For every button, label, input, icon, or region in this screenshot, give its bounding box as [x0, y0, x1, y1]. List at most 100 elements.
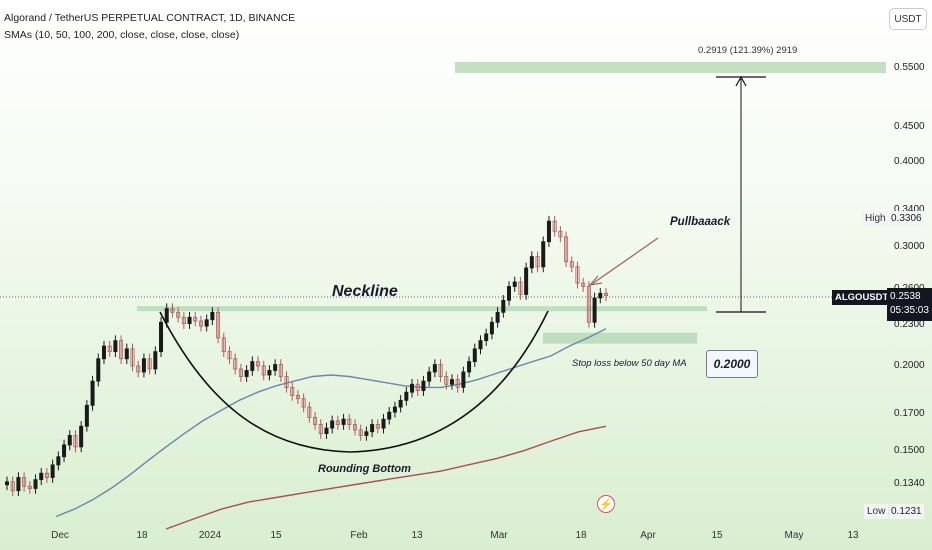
high-label: High	[862, 211, 889, 226]
time-tick-label: 13	[847, 530, 859, 541]
candle	[5, 476, 10, 491]
candle	[364, 426, 369, 441]
candle	[124, 343, 129, 365]
stop-loss-label: Stop loss below 50 day MA	[572, 358, 687, 369]
candle	[250, 356, 255, 376]
candle	[233, 353, 238, 375]
candle	[107, 340, 112, 357]
symbol-badge: ALGOUSDT.P	[832, 290, 900, 305]
candle	[16, 472, 21, 497]
candle	[484, 328, 489, 346]
candle	[387, 406, 392, 425]
time-tick-label: Mar	[490, 530, 508, 541]
candles	[5, 215, 609, 497]
candle	[335, 415, 340, 430]
candle	[489, 317, 494, 340]
candle	[261, 360, 266, 381]
sma200-line	[165, 425, 607, 530]
neckline-zone	[137, 306, 707, 312]
time-tick-label: Dec	[51, 530, 69, 541]
indicator-legend[interactable]: SMAs (10, 50, 100, 200, close, close, cl…	[4, 29, 240, 41]
price-tick-label: 0.2300	[894, 318, 925, 330]
candle	[159, 317, 164, 357]
candle	[90, 375, 95, 411]
candle	[136, 360, 141, 378]
candle	[22, 472, 27, 492]
candle	[301, 393, 306, 413]
candle	[541, 236, 546, 273]
candle	[187, 312, 192, 329]
candle	[221, 332, 226, 357]
candle	[273, 359, 278, 376]
candle	[73, 430, 78, 453]
candle	[455, 374, 460, 393]
currency-button[interactable]: USDT	[889, 8, 927, 30]
candle	[449, 374, 454, 390]
candle	[284, 371, 289, 393]
candle	[27, 480, 32, 494]
time-tick-label: 13	[411, 530, 423, 541]
candle	[176, 307, 181, 323]
candle	[119, 335, 124, 365]
candle	[501, 295, 506, 318]
candle	[398, 395, 403, 413]
candle	[101, 340, 106, 365]
candle	[347, 413, 352, 430]
target-zone	[455, 62, 886, 73]
candle	[518, 276, 523, 300]
candle	[564, 231, 569, 268]
price-tick-label: 0.1340	[894, 478, 925, 489]
candle	[227, 346, 232, 365]
candle	[153, 346, 158, 375]
candle	[495, 307, 500, 328]
target-box[interactable]: 0.2000	[706, 350, 758, 378]
time-tick-label: Feb	[350, 530, 368, 541]
candle	[415, 378, 420, 396]
candle	[604, 288, 609, 301]
candle	[575, 261, 580, 289]
price-tick-label: 0.1700	[894, 407, 925, 419]
candle	[438, 359, 443, 382]
time-tick-label: Apr	[640, 530, 656, 541]
candle	[33, 474, 38, 494]
candle	[56, 451, 61, 471]
neckline-label: Neckline	[332, 283, 398, 300]
candle	[141, 353, 146, 378]
price-tick-label: 0.4000	[894, 155, 925, 167]
price-tick-label: 0.3400	[894, 203, 925, 215]
candle	[79, 421, 84, 453]
candle	[461, 366, 466, 393]
candle	[529, 251, 534, 274]
candle	[170, 303, 175, 318]
candle	[198, 315, 203, 332]
lightning-icon[interactable]: ⚡	[597, 495, 615, 513]
candle	[210, 307, 215, 326]
low-value: 0.1231	[889, 504, 924, 519]
candle	[381, 413, 386, 434]
candle	[427, 366, 432, 387]
drawings	[159, 75, 766, 453]
candle	[558, 226, 563, 243]
candle	[370, 419, 375, 438]
candle	[39, 467, 44, 485]
candle	[421, 375, 426, 396]
candle	[392, 401, 397, 418]
candle	[307, 401, 312, 423]
zones	[137, 62, 886, 344]
candle	[96, 353, 101, 387]
candle	[358, 424, 363, 441]
candle	[267, 365, 272, 381]
candle	[50, 459, 55, 483]
pullback-arrow	[588, 237, 659, 286]
candle	[404, 386, 409, 406]
rounding-bottom-curve	[159, 310, 549, 453]
candle	[295, 390, 300, 405]
candle	[290, 382, 295, 401]
candle	[147, 353, 152, 375]
candle	[444, 371, 449, 390]
candle	[84, 400, 89, 432]
candle	[313, 412, 318, 430]
moving-averages	[55, 328, 607, 530]
last-price: 0.2538	[890, 291, 921, 302]
